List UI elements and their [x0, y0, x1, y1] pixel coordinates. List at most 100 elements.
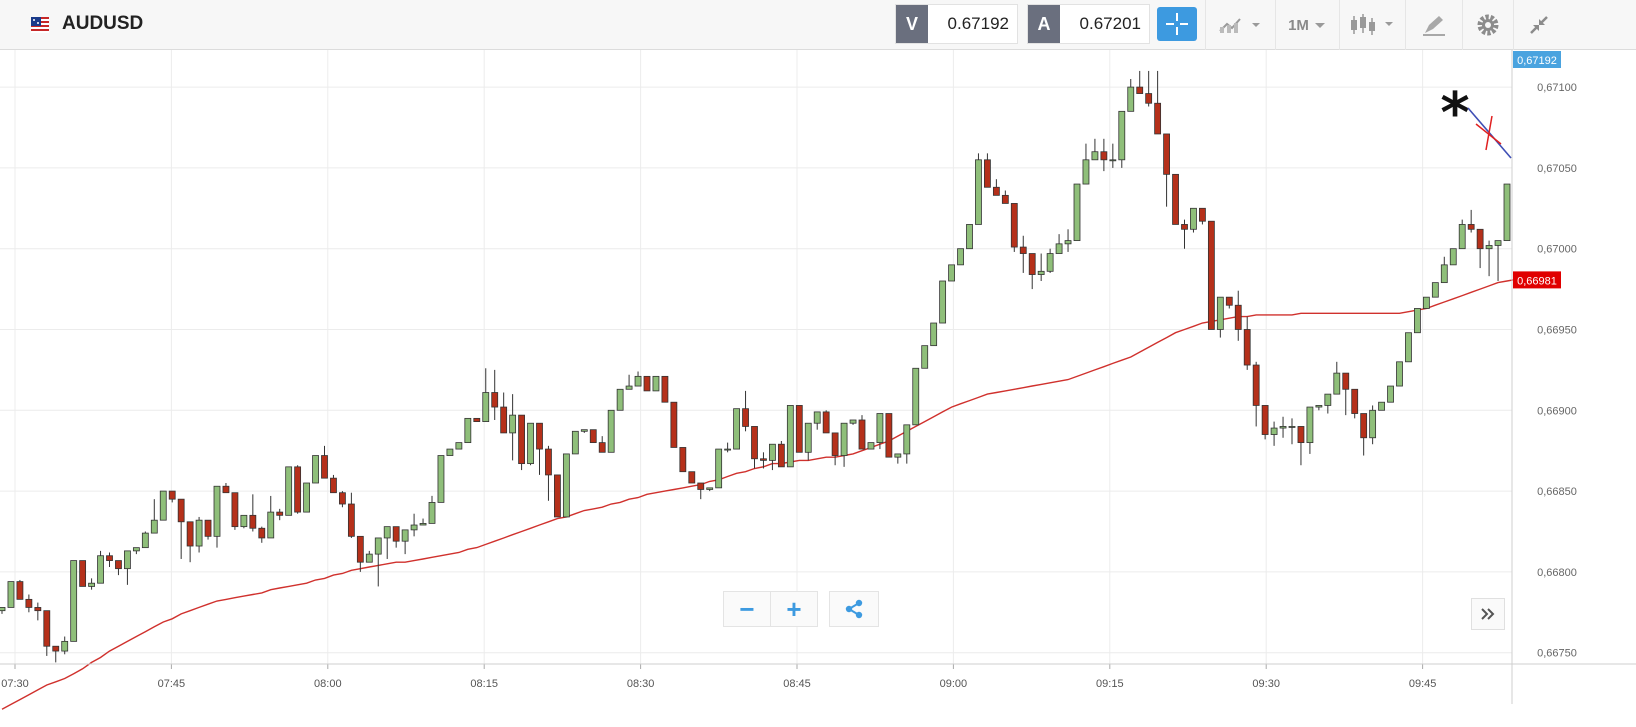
candle-down	[1225, 296, 1233, 309]
candle-down	[258, 526, 266, 543]
chart-toolbar: AUDUSD V 0.67192 A 0.67201 1M	[0, 0, 1636, 50]
timeframe-button[interactable]: 1M	[1275, 0, 1339, 50]
candle-up	[365, 550, 373, 563]
collapse-button[interactable]	[1513, 0, 1563, 50]
candle-body	[312, 455, 319, 484]
candle-body	[204, 519, 212, 537]
chevron-down-icon	[1314, 23, 1325, 28]
candle-down	[777, 440, 785, 468]
candle-body	[724, 448, 732, 451]
candle-down	[1243, 316, 1251, 370]
candle-body	[1010, 203, 1018, 248]
candle-body	[742, 408, 749, 427]
settings-button[interactable]	[1462, 0, 1513, 50]
share-button[interactable]	[829, 591, 879, 627]
instrument-symbol[interactable]: AUDUSD	[62, 13, 144, 34]
candle-up	[1449, 248, 1457, 266]
candle-body	[79, 560, 87, 587]
candle-body	[482, 392, 490, 422]
candle-body	[365, 553, 373, 563]
candle-up	[7, 581, 15, 608]
candle-body	[912, 367, 920, 426]
candle-up	[849, 419, 857, 425]
sell-price-button[interactable]: V 0.67192	[895, 4, 1018, 44]
crosshair-button[interactable]	[1157, 7, 1197, 41]
candle-up	[786, 405, 794, 468]
candle-body	[562, 453, 570, 518]
zoom-in-button[interactable]: +	[786, 593, 802, 624]
x-tick-label: 07:45	[158, 678, 186, 690]
candle-body	[141, 532, 149, 549]
candle-body	[1046, 253, 1054, 272]
candle-body	[751, 426, 758, 460]
candle-body	[1207, 220, 1215, 330]
candle-up	[159, 490, 167, 521]
candle-up	[1387, 385, 1394, 403]
candle-up	[132, 547, 140, 555]
candle-up	[1190, 207, 1197, 233]
candle-up	[1494, 240, 1502, 282]
candle-body	[115, 560, 122, 570]
candle-down	[518, 414, 525, 471]
candle-down	[34, 602, 42, 621]
candle-down	[992, 179, 1000, 196]
candle-body	[554, 474, 561, 518]
candle-down	[473, 417, 481, 423]
annotations: *	[1440, 81, 1512, 159]
candle-down	[1342, 372, 1350, 416]
candle-body	[1422, 296, 1430, 309]
candle-down	[106, 552, 113, 568]
candle-down	[1172, 173, 1179, 225]
candle-up	[437, 455, 445, 503]
last-price-badge-bg	[1513, 51, 1561, 68]
candle-body	[1378, 401, 1385, 411]
candle-down	[1360, 413, 1368, 456]
candle-body	[1199, 207, 1206, 222]
buy-price-button[interactable]: A 0.67201	[1027, 4, 1150, 44]
candle-down	[751, 426, 758, 469]
candle-down	[688, 471, 696, 484]
candle-body	[1467, 224, 1475, 230]
candle-body	[374, 537, 382, 555]
candle-up	[894, 453, 902, 464]
candle-up	[562, 453, 570, 518]
sell-price: 0.67192	[947, 14, 1009, 33]
candle-body	[52, 645, 60, 652]
drawing-tools-button[interactable]	[1405, 0, 1462, 50]
candle-body	[446, 448, 454, 456]
candle-body	[124, 550, 131, 570]
candle-style-button[interactable]	[1339, 0, 1405, 50]
candle-body	[249, 514, 257, 529]
candle-body	[0, 607, 6, 612]
price-chart[interactable]: 0,66750 0,66800 0,66850 0,66900 0,66950 0,670…	[0, 50, 1636, 727]
candle-body	[509, 414, 517, 434]
candle-up	[401, 529, 409, 555]
candle-body	[598, 442, 606, 453]
candle-body	[706, 487, 714, 490]
candle-body	[43, 610, 51, 647]
candle-up	[912, 367, 920, 426]
candle-body	[688, 471, 696, 484]
candle-body	[1073, 183, 1081, 242]
candle-body	[1297, 426, 1305, 444]
x-tick-label: 08:45	[783, 678, 811, 690]
candle-body	[948, 264, 955, 282]
candle-up	[1324, 393, 1332, 414]
candle-body	[607, 409, 615, 453]
x-tick-label: 09:30	[1252, 678, 1280, 690]
y-tick-label: 0,67000	[1537, 244, 1577, 256]
candle-body	[1333, 372, 1341, 395]
candle-body	[634, 375, 642, 387]
candle-down	[249, 494, 257, 532]
chart-type-button[interactable]	[1205, 0, 1275, 50]
candle-down	[697, 482, 705, 500]
x-tick-label: 08:15	[470, 678, 498, 690]
zoom-out-button[interactable]: −	[724, 592, 771, 626]
zoom-controls: − +	[723, 591, 818, 627]
candle-up	[482, 368, 490, 422]
candle-down	[491, 369, 499, 420]
scroll-to-latest-button[interactable]	[1471, 598, 1505, 630]
candle-up	[1127, 79, 1135, 112]
candle-body	[294, 466, 302, 513]
candle-up	[1046, 248, 1054, 273]
